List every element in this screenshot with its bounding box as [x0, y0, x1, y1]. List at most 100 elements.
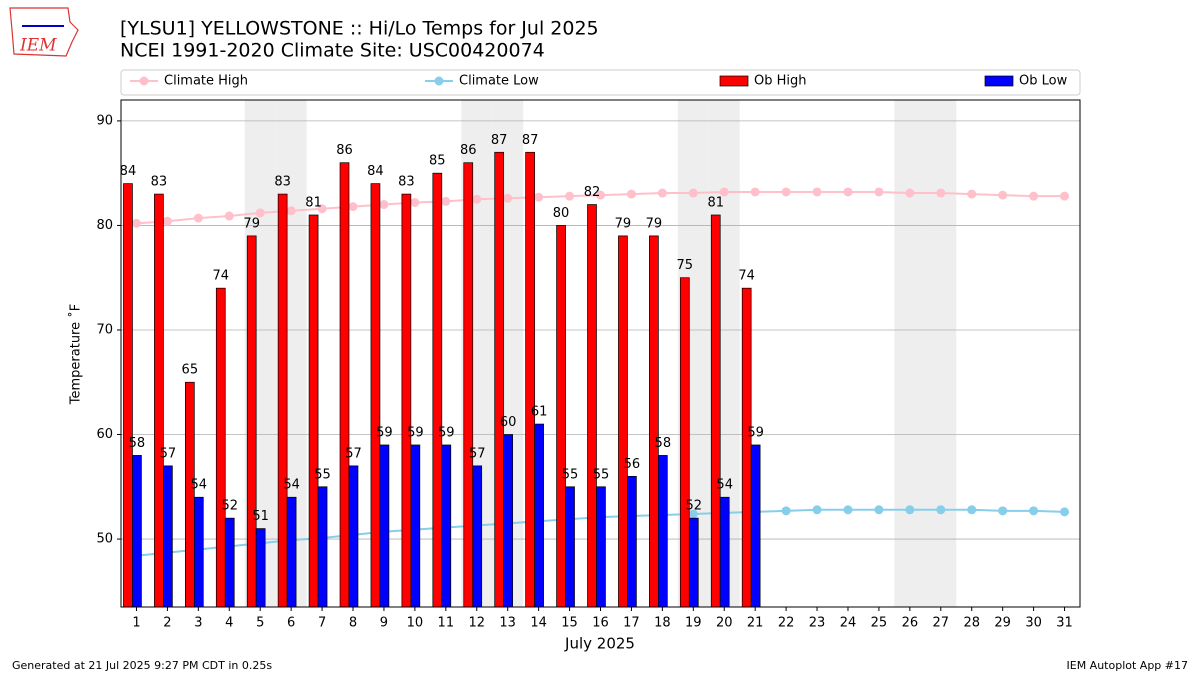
line-marker [812, 505, 822, 515]
x-tick-label: 19 [685, 616, 702, 631]
line-marker [441, 196, 451, 206]
x-tick-label: 1 [132, 616, 140, 631]
bar-value-label: 59 [376, 425, 393, 440]
bar [596, 486, 606, 608]
y-tick-label: 70 [96, 322, 113, 337]
bar [657, 455, 668, 608]
bar [379, 444, 390, 608]
bar-value-label: 80 [553, 206, 570, 221]
bar-value-label: 82 [584, 185, 601, 200]
bar-value-label: 58 [655, 436, 672, 451]
x-tick-label: 17 [623, 616, 640, 631]
bar-value-label: 83 [398, 175, 415, 190]
line-marker [1029, 506, 1039, 516]
bar [224, 517, 235, 608]
bar [163, 465, 173, 608]
line-marker [998, 190, 1008, 200]
bar-value-label: 55 [314, 467, 331, 482]
bar [246, 235, 257, 608]
bar [556, 225, 566, 608]
bar [503, 434, 513, 608]
bar-value-label: 87 [491, 133, 508, 148]
x-tick-label: 15 [561, 616, 578, 631]
bar-value-label: 59 [747, 425, 764, 440]
x-tick-label: 28 [963, 616, 980, 631]
bar [123, 183, 133, 608]
y-tick-label: 90 [96, 113, 113, 128]
line-marker [472, 194, 482, 204]
bar-value-label: 52 [221, 499, 238, 514]
line-marker [843, 187, 853, 197]
bar [154, 193, 164, 608]
bar-value-label: 81 [707, 195, 724, 210]
bar-value-label: 83 [151, 175, 168, 190]
plot-frame [120, 99, 1081, 608]
bar [679, 277, 690, 608]
line-marker [193, 213, 203, 223]
bar [255, 528, 266, 608]
line-marker [224, 211, 234, 221]
weekend-band [894, 100, 926, 607]
line-marker [596, 190, 605, 200]
x-tick-label: 24 [840, 616, 857, 631]
line-marker [348, 202, 358, 212]
logo: IEM [9, 7, 79, 57]
bar-value-label: 83 [274, 175, 291, 190]
x-tick-label: 29 [994, 616, 1011, 631]
bar-value-label: 81 [305, 195, 322, 210]
bar-value-label: 60 [500, 415, 517, 430]
line-marker [286, 206, 296, 216]
bar [463, 162, 474, 608]
bar-value-label: 59 [407, 425, 424, 440]
line-marker [936, 505, 946, 515]
bar-value-label: 79 [646, 216, 663, 231]
line-marker [410, 197, 420, 207]
line-marker [503, 193, 513, 203]
x-tick-label: 13 [499, 616, 516, 631]
line-marker [688, 509, 698, 519]
line-marker [812, 187, 822, 197]
bar-value-label: 57 [160, 446, 177, 461]
legend-swatch [984, 75, 1014, 87]
x-tick-label: 22 [778, 616, 795, 631]
line-marker [781, 187, 791, 197]
line-marker [1060, 191, 1070, 201]
y-tick-label: 80 [96, 218, 113, 233]
bar-value-label: 51 [252, 509, 269, 524]
line-marker [379, 200, 389, 210]
bar-value-label: 75 [677, 258, 694, 273]
bar [277, 193, 288, 608]
x-tick-label: 9 [380, 616, 388, 631]
bar [649, 235, 659, 608]
bar [525, 151, 535, 608]
line-marker [626, 189, 636, 199]
x-tick-label: 3 [194, 616, 202, 631]
bar-value-label: 79 [615, 216, 632, 231]
bar-value-label: 86 [336, 143, 353, 158]
y-tick-label: 60 [96, 427, 113, 442]
bar [184, 381, 195, 608]
bar-value-label: 52 [685, 499, 702, 514]
bar-value-label: 79 [243, 216, 260, 231]
line-marker [1060, 507, 1070, 517]
bar [432, 172, 443, 608]
bar-value-label: 85 [429, 154, 446, 169]
x-axis-label: July 2025 [564, 635, 635, 653]
x-tick-label: 31 [1056, 616, 1073, 631]
legend-marker [434, 76, 444, 86]
line-marker [781, 506, 791, 516]
line-marker [936, 188, 946, 198]
bar [750, 444, 761, 608]
line-marker [657, 188, 667, 198]
bar [441, 444, 452, 608]
footer-left: Generated at 21 Jul 2025 9:27 PM CDT in … [12, 659, 272, 672]
legend-swatch [719, 75, 749, 87]
line-marker [317, 204, 327, 214]
bar-value-label: 74 [212, 269, 229, 284]
x-tick-label: 26 [902, 616, 919, 631]
x-tick-label: 23 [809, 616, 826, 631]
legend-box [120, 69, 1081, 96]
line-marker [874, 187, 884, 197]
bar-value-label: 55 [593, 467, 610, 482]
